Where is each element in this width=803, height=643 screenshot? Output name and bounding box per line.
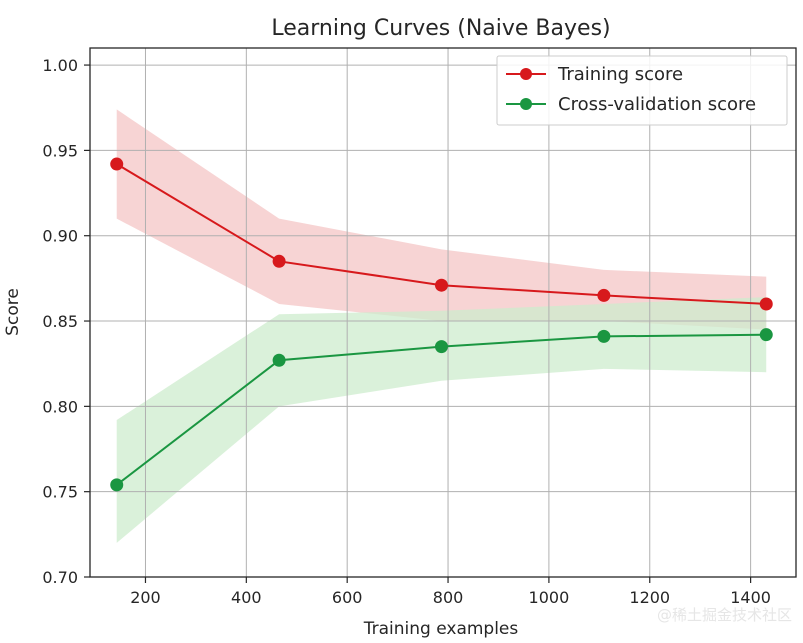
legend-label-cv: Cross-validation score [558, 94, 756, 115]
data-point-s0-0 [110, 157, 124, 171]
x-tick-label-5: 1200 [629, 588, 670, 607]
watermark-text: @稀土掘金技术社区 [657, 606, 792, 624]
y-tick-label-5: 0.95 [42, 141, 78, 160]
data-point-s0-4 [759, 297, 773, 311]
x-tick-label-4: 1000 [529, 588, 570, 607]
data-point-s0-3 [597, 288, 611, 302]
data-point-s1-3 [597, 329, 611, 343]
y-tick-label-0: 0.70 [42, 568, 78, 587]
data-point-s1-1 [272, 353, 286, 367]
y-tick-label-1: 0.75 [42, 483, 78, 502]
data-point-s0-2 [434, 278, 448, 292]
confidence-band-0 [116, 109, 767, 330]
legend: Training score Cross-validation score [496, 55, 788, 126]
confidence-band-1 [116, 297, 767, 543]
legend-box [496, 55, 788, 126]
x-tick-label-2: 600 [332, 588, 363, 607]
x-tick-label-3: 800 [433, 588, 464, 607]
x-tick-label-1: 400 [231, 588, 262, 607]
x-tick-label-0: 200 [130, 588, 161, 607]
x-tick-label-6: 1400 [730, 588, 771, 607]
legend-label-training: Training score [557, 64, 683, 85]
y-tick-label-6: 1.00 [42, 56, 78, 75]
data-point-s1-0 [110, 478, 124, 492]
legend-marker-training [520, 68, 532, 80]
y-tick-label-4: 0.90 [42, 227, 78, 246]
legend-marker-cv [520, 98, 532, 110]
chart-title: Learning Curves (Naive Bayes) [271, 16, 610, 41]
x-axis-label: Training examples [363, 619, 519, 639]
data-point-s1-2 [434, 340, 448, 354]
data-point-s1-4 [759, 328, 773, 342]
data-point-s0-1 [272, 254, 286, 268]
plot-area-frame [89, 47, 797, 578]
y-tick-label-2: 0.80 [42, 397, 78, 416]
y-tick-label-3: 0.85 [42, 312, 78, 331]
y-axis-label: Score [3, 288, 23, 336]
